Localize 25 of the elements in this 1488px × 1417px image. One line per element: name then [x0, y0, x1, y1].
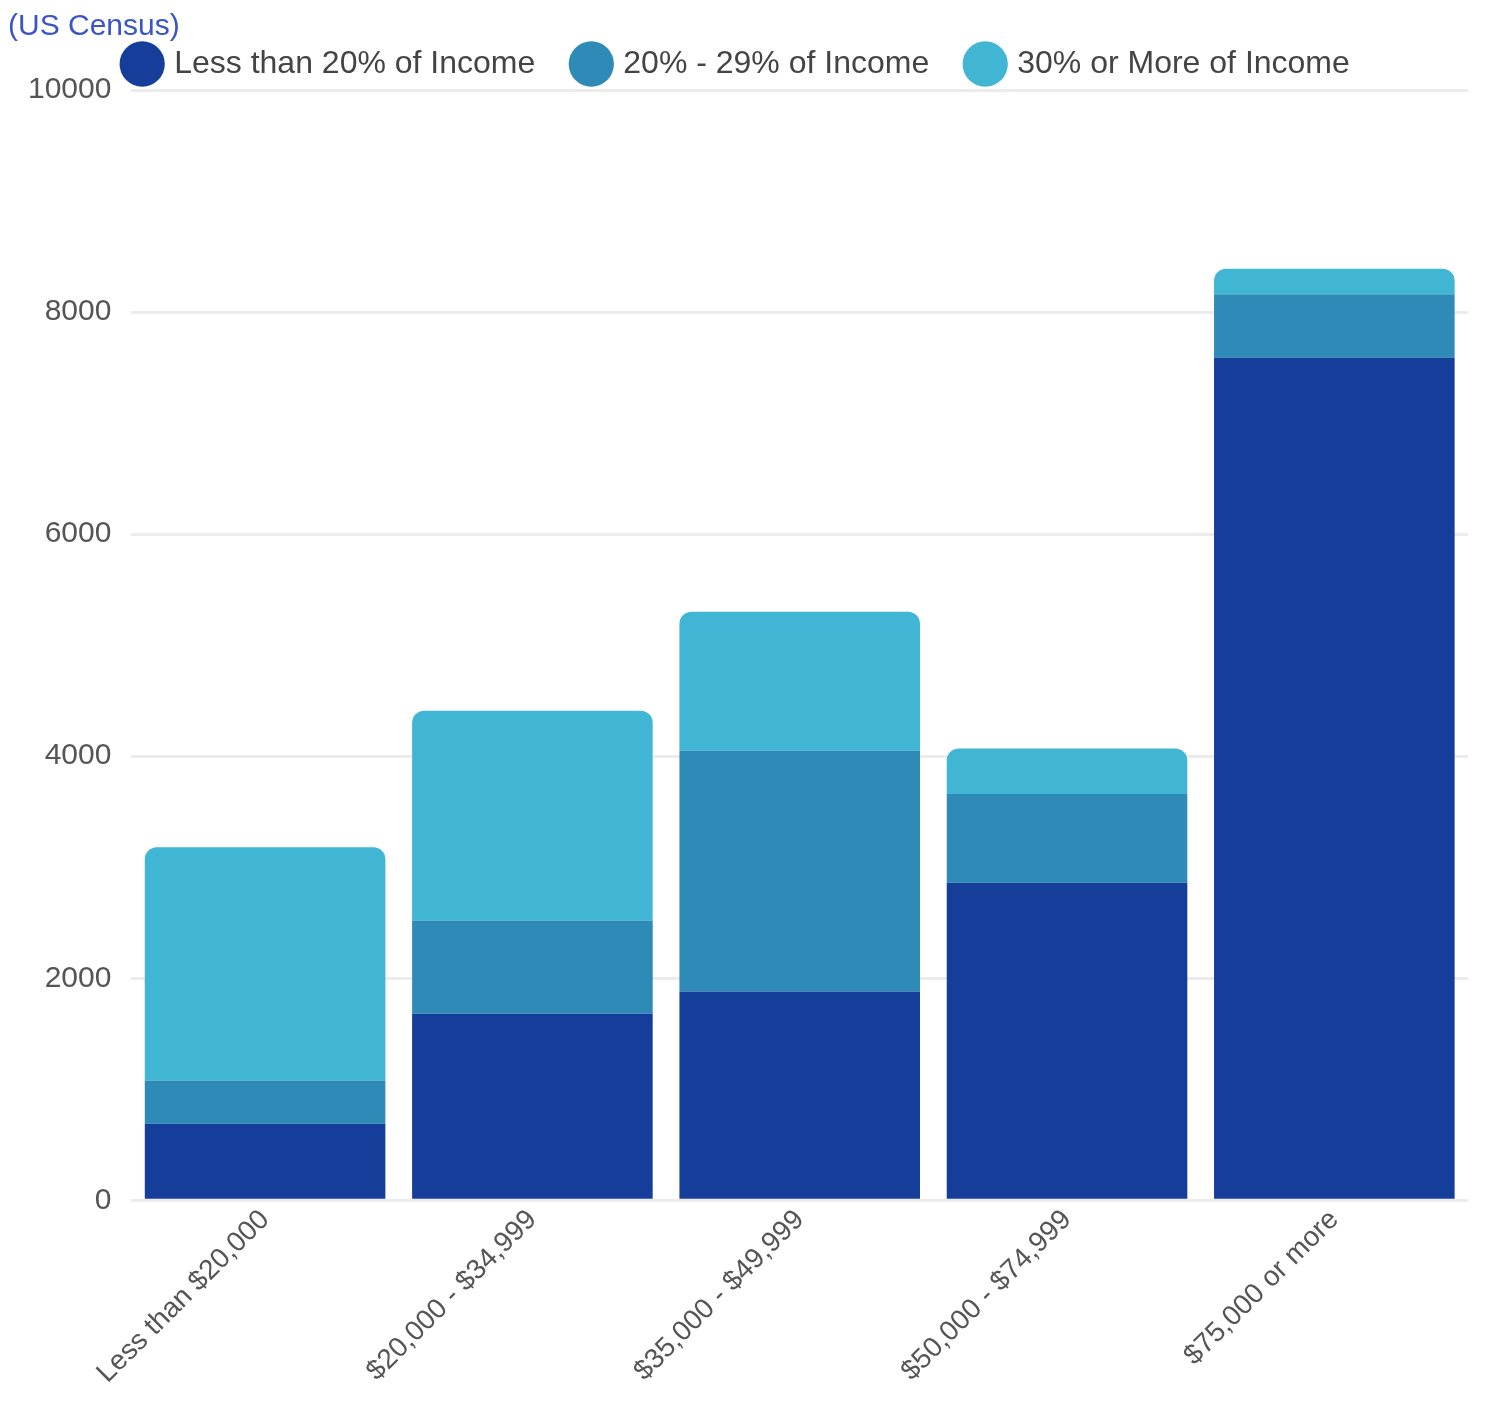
- legend-label: 20% - 29% of Income: [623, 43, 930, 80]
- bar: [1214, 268, 1455, 295]
- bar: [144, 1123, 386, 1199]
- y-tick-label: 4000: [44, 737, 112, 771]
- legend-label: Less than 20% of Income: [174, 43, 536, 80]
- chart-subtitle: (US Census): [8, 8, 180, 42]
- bar: [412, 1013, 653, 1199]
- bar: [679, 991, 920, 1199]
- bar: [679, 750, 920, 992]
- bar: [1214, 357, 1455, 1199]
- y-tick-label: 6000: [44, 515, 112, 549]
- bar: [144, 847, 386, 1081]
- bar: [946, 793, 1188, 883]
- bar: [412, 920, 653, 1014]
- bar: [144, 1080, 386, 1124]
- bar: [679, 611, 920, 751]
- bar: [412, 710, 653, 921]
- bar: [1214, 294, 1455, 358]
- y-tick-label: 0: [94, 1181, 112, 1215]
- y-tick-label: 10000: [27, 71, 112, 105]
- bar: [946, 882, 1188, 1199]
- legend-label: 30% or More of Income: [1017, 43, 1350, 80]
- bar: [946, 748, 1188, 794]
- y-tick-label: 2000: [44, 959, 112, 993]
- y-tick-label: 8000: [44, 293, 112, 327]
